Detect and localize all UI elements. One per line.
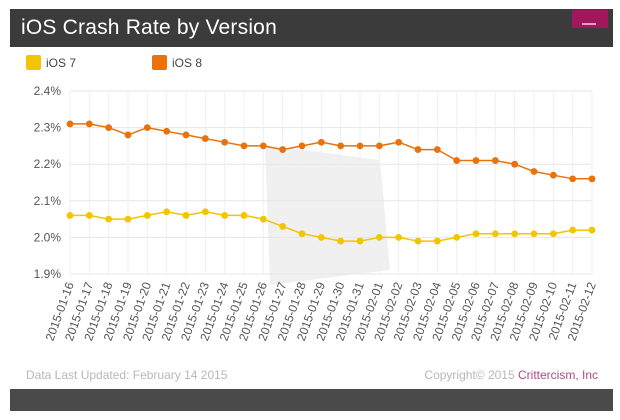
data-point-ios8 [356, 142, 364, 150]
data-point-ios7 [240, 212, 248, 219]
data-point-ios7 [182, 212, 190, 219]
data-point-ios7 [279, 223, 287, 230]
data-point-ios8 [182, 131, 190, 139]
data-point-ios7 [569, 226, 577, 234]
data-point-ios8 [163, 127, 171, 135]
data-point-ios8 [298, 142, 306, 150]
watermark-icon [265, 145, 390, 285]
legend-swatch-ios7 [26, 55, 41, 70]
legend-item-ios7[interactable]: iOS 7 [26, 55, 76, 70]
data-point-ios7 [588, 226, 596, 234]
data-point-ios7 [317, 234, 325, 241]
data-point-ios7 [221, 212, 229, 219]
data-point-ios8 [317, 138, 325, 146]
legend-swatch-ios8 [152, 55, 167, 70]
data-point-ios7 [375, 234, 383, 241]
legend-label-ios7: iOS 7 [46, 55, 77, 70]
data-point-ios7 [491, 230, 499, 238]
data-updated-text: Data Last Updated: February 14 2015 [26, 368, 228, 382]
data-point-ios8 [472, 157, 480, 164]
legend-item-ios8[interactable]: iOS 8 [152, 55, 202, 70]
data-point-ios7 [356, 237, 364, 245]
data-point-ios8 [588, 175, 596, 183]
data-point-ios7 [433, 237, 441, 245]
bottom-bar [10, 389, 613, 411]
y-tick-label: 2.1% [34, 194, 62, 208]
y-tick-label: 1.9% [34, 267, 62, 281]
y-tick-label: 2.3% [34, 121, 62, 135]
data-point-ios8 [279, 146, 287, 153]
data-point-ios8 [433, 146, 441, 153]
data-point-ios7 [259, 215, 267, 223]
brand-link[interactable]: Crittercism, Inc [517, 368, 598, 382]
data-point-ios8 [491, 157, 499, 164]
copyright-text: Copyright© 2015 Crittercism, Inc [424, 368, 598, 382]
data-point-ios8 [511, 160, 519, 168]
data-point-ios7 [395, 234, 403, 241]
data-point-ios8 [143, 124, 151, 131]
data-point-ios7 [414, 237, 422, 245]
y-tick-label: 2.0% [34, 230, 62, 244]
data-point-ios8 [105, 124, 113, 131]
data-point-ios8 [240, 142, 248, 150]
chart-title: iOS Crash Rate by Version [21, 16, 277, 39]
data-point-ios7 [530, 230, 538, 238]
data-point-ios8 [530, 168, 538, 175]
data-point-ios8 [221, 138, 229, 146]
data-point-ios8 [395, 138, 403, 146]
series-line-ios7 [70, 211, 592, 242]
data-point-ios7 [511, 230, 519, 238]
data-point-ios7 [105, 215, 113, 223]
data-point-ios7 [66, 212, 74, 219]
legend: iOS 7 iOS 8 [26, 55, 426, 75]
data-point-ios7 [85, 212, 93, 219]
data-point-ios8 [414, 146, 422, 153]
data-point-ios7 [337, 237, 345, 245]
y-tick-label: 2.4% [34, 84, 62, 98]
data-point-ios7 [298, 230, 306, 238]
data-point-ios8 [85, 120, 93, 128]
data-point-ios8 [124, 131, 132, 139]
series-line-ios8 [70, 123, 592, 180]
data-point-ios7 [163, 208, 171, 216]
data-point-ios8 [66, 120, 74, 128]
data-point-ios7 [124, 215, 132, 223]
data-point-ios7 [472, 230, 480, 238]
data-point-ios7 [549, 230, 557, 238]
chart-header: iOS Crash Rate by Version [10, 9, 613, 47]
legend-label-ios8: iOS 8 [172, 55, 203, 70]
brand-logo-icon [572, 10, 608, 28]
data-point-ios8 [453, 157, 461, 164]
data-point-ios8 [201, 135, 209, 142]
data-point-ios7 [143, 212, 151, 219]
data-point-ios8 [569, 175, 577, 183]
data-point-ios7 [201, 208, 209, 216]
data-point-ios8 [375, 142, 383, 150]
data-point-ios8 [259, 142, 267, 150]
data-point-ios8 [337, 142, 345, 150]
data-point-ios8 [549, 171, 557, 179]
copyright-prefix: Copyright© 2015 [424, 368, 518, 382]
y-tick-label: 2.2% [34, 157, 62, 171]
data-point-ios7 [453, 234, 461, 241]
